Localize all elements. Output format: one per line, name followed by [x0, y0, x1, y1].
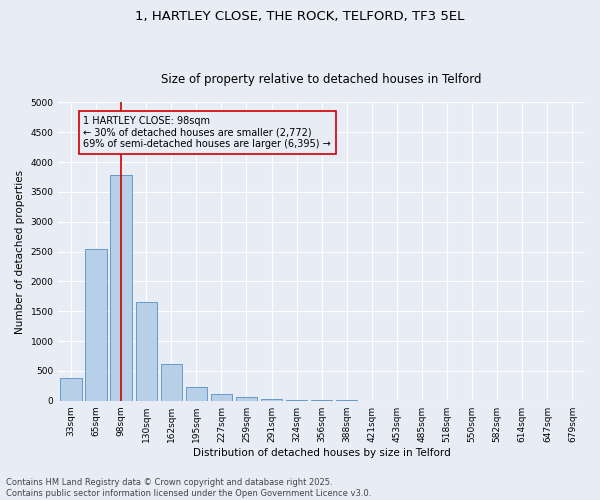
Bar — [261, 398, 282, 400]
Y-axis label: Number of detached properties: Number of detached properties — [15, 170, 25, 334]
Title: Size of property relative to detached houses in Telford: Size of property relative to detached ho… — [161, 73, 482, 86]
X-axis label: Distribution of detached houses by size in Telford: Distribution of detached houses by size … — [193, 448, 451, 458]
Bar — [85, 249, 107, 400]
Bar — [110, 175, 132, 400]
Bar — [211, 394, 232, 400]
Bar — [185, 387, 207, 400]
Text: 1 HARTLEY CLOSE: 98sqm
← 30% of detached houses are smaller (2,772)
69% of semi-: 1 HARTLEY CLOSE: 98sqm ← 30% of detached… — [83, 116, 331, 149]
Bar — [161, 364, 182, 401]
Bar — [236, 397, 257, 400]
Text: Contains HM Land Registry data © Crown copyright and database right 2025.
Contai: Contains HM Land Registry data © Crown c… — [6, 478, 371, 498]
Bar — [136, 302, 157, 400]
Text: 1, HARTLEY CLOSE, THE ROCK, TELFORD, TF3 5EL: 1, HARTLEY CLOSE, THE ROCK, TELFORD, TF3… — [136, 10, 464, 23]
Bar — [60, 378, 82, 400]
